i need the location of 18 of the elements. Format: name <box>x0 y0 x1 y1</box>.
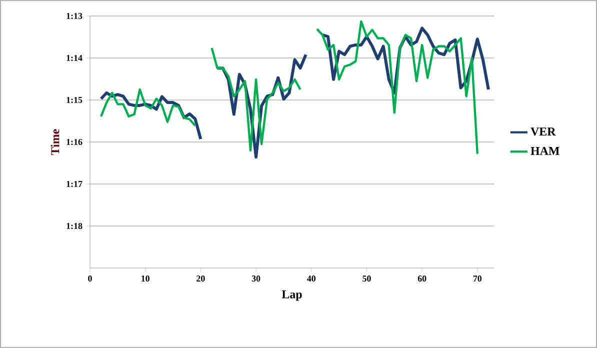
y-tick-label: 1:16 <box>66 138 82 146</box>
y-tick-label: 1:18 <box>66 222 82 230</box>
x-tick-label: 40 <box>307 276 316 282</box>
y-tick-label: 1:13 <box>66 12 82 20</box>
legend-label: VER <box>530 128 556 136</box>
x-tick-label: 30 <box>252 276 260 282</box>
legend-label: HAM <box>530 146 560 155</box>
x-tick-label: 60 <box>418 276 426 282</box>
x-tick-label: 20 <box>196 276 205 282</box>
y-axis-title: Time <box>50 129 60 155</box>
y-tick-label: 1:14 <box>66 54 82 62</box>
x-axis-title: Lap <box>282 290 302 301</box>
x-tick-label: 50 <box>362 276 371 282</box>
x-tick-label: 0 <box>88 276 92 282</box>
y-tick-label: 1:15 <box>66 96 82 104</box>
x-tick-label: 10 <box>142 276 150 282</box>
y-tick-label: 1:17 <box>66 180 82 188</box>
x-tick-label: 70 <box>473 276 482 282</box>
